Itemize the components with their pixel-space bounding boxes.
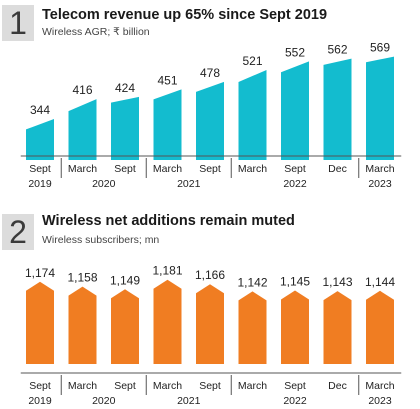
data-label: 552 bbox=[285, 45, 305, 59]
data-label: 569 bbox=[370, 41, 390, 55]
year-label: 2019 bbox=[28, 395, 52, 407]
data-label: 1,144 bbox=[365, 275, 395, 289]
data-label: 562 bbox=[327, 43, 347, 57]
bar bbox=[323, 58, 352, 160]
data-label: 451 bbox=[157, 73, 177, 87]
bar bbox=[26, 119, 54, 160]
revenue-bar-chart: 344 Sept 416 March 424 Sept 451 March 478 Sept 521… bbox=[20, 41, 402, 190]
x-tick-label: March bbox=[238, 380, 267, 392]
bar bbox=[196, 81, 224, 160]
chart-subtitle: Wireless subscribers; mn bbox=[42, 234, 160, 246]
panel-number-badge: 1 bbox=[2, 5, 34, 41]
bar bbox=[238, 291, 267, 364]
bar bbox=[153, 89, 182, 160]
x-tick-label: Dec bbox=[328, 163, 347, 175]
data-label: 1,149 bbox=[110, 273, 140, 287]
x-tick-label: Sept bbox=[29, 380, 51, 392]
bar bbox=[111, 96, 139, 160]
x-tick-label: March bbox=[68, 163, 97, 175]
chart-title: Telecom revenue up 65% since Sept 2019 bbox=[42, 7, 328, 23]
chart-subtitle: Wireless AGR; ₹ billion bbox=[42, 26, 150, 38]
data-label: 521 bbox=[242, 54, 262, 68]
year-label: 2022 bbox=[283, 395, 307, 407]
x-tick-label: Sept bbox=[114, 163, 136, 175]
bar bbox=[196, 284, 224, 364]
year-label: 2020 bbox=[92, 178, 116, 190]
chart-panel-revenue: 1 Telecom revenue up 65% since Sept 2019… bbox=[2, 5, 402, 190]
panel-number-badge: 2 bbox=[2, 214, 34, 250]
x-tick-label: Sept bbox=[114, 380, 136, 392]
x-tick-label: March bbox=[238, 163, 267, 175]
data-label: 1,143 bbox=[322, 275, 352, 289]
year-label: 2021 bbox=[177, 395, 201, 407]
data-label: 1,166 bbox=[195, 268, 225, 282]
data-label: 344 bbox=[30, 103, 50, 117]
chart-title: Wireless net additions remain muted bbox=[42, 213, 295, 229]
year-label: 2023 bbox=[368, 395, 392, 407]
data-label: 1,174 bbox=[25, 266, 55, 280]
x-tick-label: Sept bbox=[284, 163, 306, 175]
bar bbox=[26, 281, 54, 364]
data-label: 1,145 bbox=[280, 275, 310, 289]
data-label: 1,142 bbox=[237, 275, 267, 289]
bar bbox=[366, 290, 394, 364]
x-tick-label: Sept bbox=[199, 380, 221, 392]
year-label: 2023 bbox=[368, 178, 392, 190]
x-tick-label: Sept bbox=[284, 380, 306, 392]
year-label: 2021 bbox=[177, 178, 201, 190]
bar bbox=[238, 69, 267, 160]
x-tick-label: Sept bbox=[199, 163, 221, 175]
x-tick-label: March bbox=[153, 163, 182, 175]
bar bbox=[366, 56, 394, 160]
x-tick-label: Dec bbox=[328, 380, 347, 392]
x-tick-label: March bbox=[68, 380, 97, 392]
x-tick-label: March bbox=[365, 163, 394, 175]
year-label: 2022 bbox=[283, 178, 307, 190]
x-tick-label: March bbox=[365, 380, 394, 392]
bar bbox=[68, 99, 97, 160]
data-label: 478 bbox=[200, 66, 220, 80]
bar bbox=[68, 286, 97, 364]
chart-panel-subscribers: 2 Wireless net additions remain muted Wi… bbox=[0, 205, 420, 409]
bar bbox=[281, 290, 309, 364]
year-label: 2020 bbox=[92, 395, 116, 407]
data-label: 1,181 bbox=[152, 264, 182, 278]
bar bbox=[153, 279, 182, 364]
subscriber-bar-chart: 1,174 Sept 1,158 March 1,149 Sept 1,181 March 1,… bbox=[20, 264, 402, 407]
x-tick-label: Sept bbox=[29, 163, 51, 175]
bar bbox=[323, 291, 352, 364]
data-label: 1,158 bbox=[67, 271, 97, 285]
year-label: 2019 bbox=[28, 178, 52, 190]
bar bbox=[281, 61, 309, 160]
bar bbox=[111, 289, 139, 364]
data-label: 416 bbox=[72, 83, 92, 97]
data-label: 424 bbox=[115, 81, 135, 95]
x-tick-label: March bbox=[153, 380, 182, 392]
